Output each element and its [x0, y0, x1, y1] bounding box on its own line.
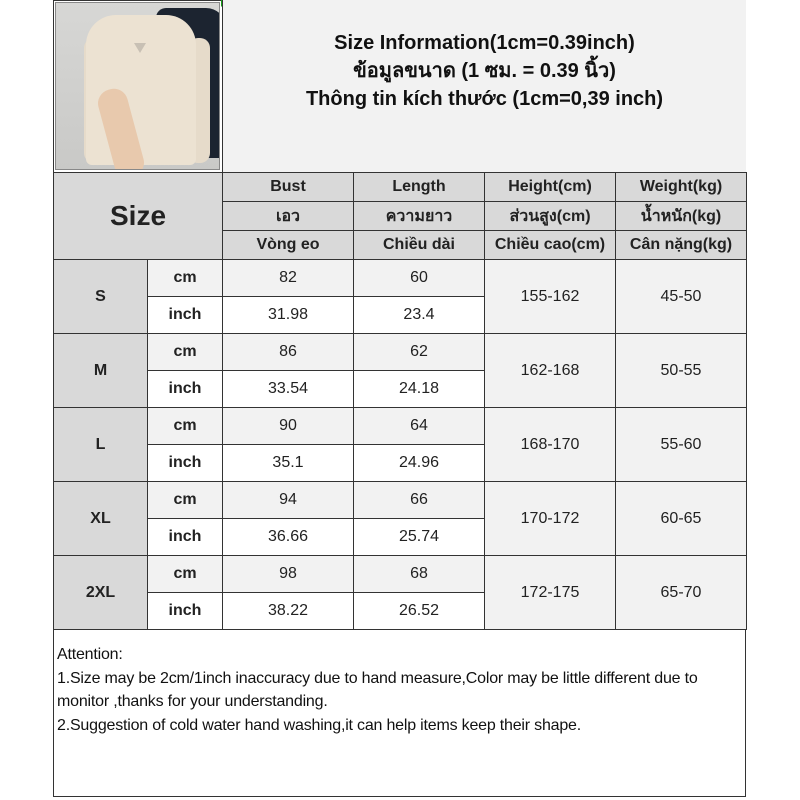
weight-range: 55-60 — [615, 407, 747, 482]
title-block: Size Information(1cm=0.39inch) ข้อมูลขนา… — [222, 0, 746, 172]
bust-cm: 86 — [222, 333, 354, 371]
length-inch: 24.96 — [353, 444, 485, 482]
note-line-2: 2.Suggestion of cold water hand washing,… — [57, 716, 582, 734]
bust-inch: 31.98 — [222, 296, 354, 334]
height-range: 168-170 — [484, 407, 616, 482]
length-cm: 62 — [353, 333, 485, 371]
header-height-th: ส่วนสูง(cm) — [484, 201, 616, 231]
length-inch: 26.52 — [353, 592, 485, 630]
weight-range: 45-50 — [615, 259, 747, 334]
height-range: 162-168 — [484, 333, 616, 408]
header-length-vi: Chiều dài — [353, 230, 485, 260]
table-row-inch: inch 36.66 25.74 — [54, 518, 747, 556]
table-row-inch: inch 31.98 23.4 — [54, 296, 747, 334]
product-photo — [55, 2, 220, 170]
unit-cm: cm — [147, 407, 223, 445]
notes-heading: Attention: — [57, 646, 123, 663]
table-row-inch: inch 38.22 26.52 — [54, 592, 747, 630]
header-weight-vi: Cân nặng(kg) — [615, 230, 747, 260]
unit-inch: inch — [147, 444, 223, 482]
header-bust-vi: Vòng eo — [222, 230, 354, 260]
length-inch: 23.4 — [353, 296, 485, 334]
size-cell: L — [53, 407, 148, 482]
length-inch: 25.74 — [353, 518, 485, 556]
bust-inch: 35.1 — [222, 444, 354, 482]
table-row-inch: inch 33.54 24.18 — [54, 370, 747, 408]
bust-inch: 36.66 — [222, 518, 354, 556]
bust-cm: 98 — [222, 555, 354, 593]
header-length-en: Length — [353, 172, 485, 202]
title-thai: ข้อมูลขนาด (1 ซม. = 0.39 นิ้ว) — [353, 60, 616, 82]
title-vietnamese: Thông tin kích thước (1cm=0,39 inch) — [305, 88, 664, 110]
length-cm: 60 — [353, 259, 485, 297]
bust-cm: 90 — [222, 407, 354, 445]
weight-range: 60-65 — [615, 481, 747, 556]
size-header: Size — [53, 172, 223, 260]
size-cell: XL — [53, 481, 148, 556]
header-height-vi: Chiều cao(cm) — [484, 230, 616, 260]
header-weight-th: น้ำหนัก(kg) — [615, 201, 747, 231]
header-bust-en: Bust — [222, 172, 354, 202]
size-cell: S — [53, 259, 148, 334]
size-cell: 2XL — [53, 555, 148, 630]
length-cm: 66 — [353, 481, 485, 519]
height-range: 170-172 — [484, 481, 616, 556]
header-length-th: ความยาว — [353, 201, 485, 231]
bust-cm: 94 — [222, 481, 354, 519]
unit-inch: inch — [147, 592, 223, 630]
unit-inch: inch — [147, 296, 223, 334]
unit-inch: inch — [147, 370, 223, 408]
table-row-inch: inch 35.1 24.96 — [54, 444, 747, 482]
attention-notes: Attention: 1.Size may be 2cm/1inch inacc… — [54, 643, 744, 737]
unit-inch: inch — [147, 518, 223, 556]
header-weight-en: Weight(kg) — [615, 172, 747, 202]
sweater-shape — [86, 15, 196, 165]
size-table: Size Bust Length Height(cm) Weight(kg) เ… — [53, 172, 747, 630]
bust-inch: 38.22 — [222, 592, 354, 630]
title-english: Size Information(1cm=0.39inch) — [334, 32, 635, 54]
length-inch: 24.18 — [353, 370, 485, 408]
height-range: 172-175 — [484, 555, 616, 630]
neck-notch-shape — [134, 43, 146, 53]
unit-cm: cm — [147, 555, 223, 593]
weight-range: 50-55 — [615, 333, 747, 408]
height-range: 155-162 — [484, 259, 616, 334]
table-row-cm: 2XL cm 98 68 172-175 65-70 — [53, 555, 747, 630]
table-row-cm: XL cm 94 66 170-172 60-65 — [53, 481, 747, 556]
length-cm: 64 — [353, 407, 485, 445]
unit-cm: cm — [147, 259, 223, 297]
length-cm: 68 — [353, 555, 485, 593]
unit-cm: cm — [147, 333, 223, 371]
bust-inch: 33.54 — [222, 370, 354, 408]
note-line-1: 1.Size may be 2cm/1inch inaccuracy due t… — [57, 669, 698, 711]
header-height-en: Height(cm) — [484, 172, 616, 202]
unit-cm: cm — [147, 481, 223, 519]
header-bust-th: เอว — [222, 201, 354, 231]
size-cell: M — [53, 333, 148, 408]
bust-cm: 82 — [222, 259, 354, 297]
weight-range: 65-70 — [615, 555, 747, 630]
